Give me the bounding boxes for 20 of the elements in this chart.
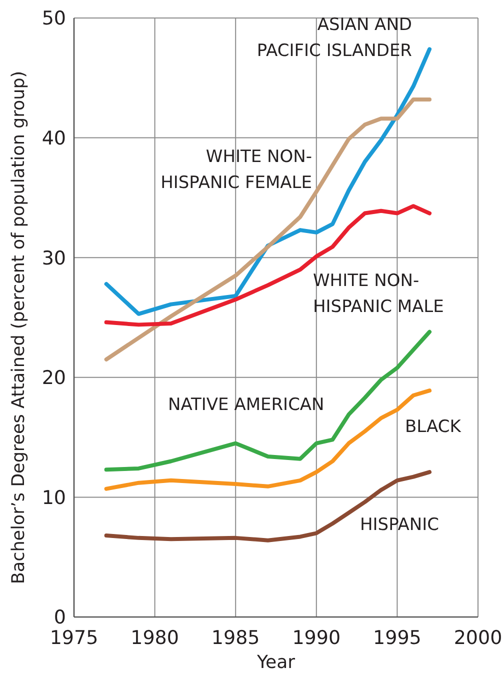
x-tick-label: 1975 xyxy=(50,627,98,649)
x-tick-label: 1980 xyxy=(130,627,179,649)
y-tick-label: 40 xyxy=(42,127,66,150)
x-tick-label: 1985 xyxy=(211,627,260,649)
x-axis-title: Year xyxy=(256,652,296,673)
series-label: BLACK xyxy=(405,417,462,437)
y-tick-label: 30 xyxy=(42,247,66,270)
y-axis-title: Bachelor’s Degrees Attained (percent of population group) xyxy=(9,70,29,584)
series-label: WHITE NON-HISPANIC FEMALE xyxy=(160,147,312,193)
y-tick-label: 20 xyxy=(42,367,66,390)
series-label: ASIAN AND PACIFIC ISLANDER xyxy=(256,15,412,61)
y-tick-label: 10 xyxy=(42,486,66,509)
y-tick-label: 0 xyxy=(54,606,66,629)
series-label: NATIVE AMERICAN xyxy=(168,395,324,415)
x-tick-label: 1995 xyxy=(373,627,422,649)
y-tick-label: 50 xyxy=(42,8,66,30)
x-tick-label: 2000 xyxy=(454,627,502,649)
x-tick-label: 1990 xyxy=(292,627,341,649)
series-label: HISPANIC xyxy=(360,515,439,535)
series-label: WHITE NON-HISPANIC MALE xyxy=(313,271,444,317)
